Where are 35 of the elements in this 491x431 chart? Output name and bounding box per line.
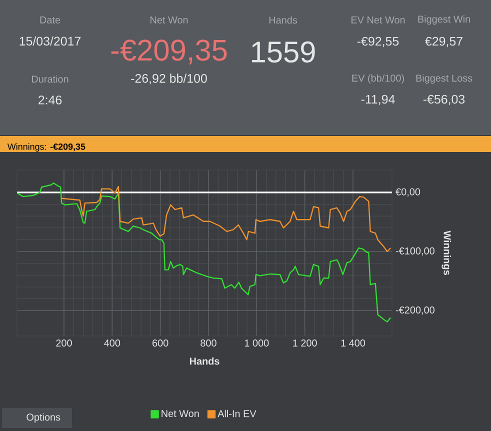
text: EV Net Won	[352, 16, 405, 24]
legend-label: All-In EV	[218, 410, 256, 418]
text: Biggest Win	[418, 15, 470, 25]
chart-title: Winnings: -€209,35	[7, 143, 86, 152]
text: €29,57	[425, 36, 462, 48]
x-tick-label: 600	[152, 340, 168, 347]
text: Hands	[269, 16, 298, 24]
text: 15/03/2017	[20, 36, 81, 46]
text: 1559	[252, 41, 315, 63]
text: -11,94	[361, 94, 395, 106]
text: Date	[40, 16, 60, 24]
text: Biggest Loss	[416, 74, 472, 84]
line-series	[60, 186, 392, 252]
x-tick-label: 200	[56, 340, 72, 347]
x-axis-title: Hands	[190, 357, 220, 365]
text: Duration	[32, 75, 68, 83]
x-tick-label: 1 200	[293, 340, 317, 347]
line-series	[17, 182, 392, 322]
text: Options	[26, 413, 60, 423]
x-tick-label: 1 000	[244, 340, 269, 347]
text: -€56,03	[423, 94, 465, 106]
y-tick-label: -€200,00	[396, 306, 434, 315]
y-tick-label: -€100,00	[396, 247, 434, 256]
x-tick-label: 1 400	[341, 340, 366, 347]
text: EV (bb/100)	[352, 74, 404, 84]
text: Net Won	[150, 16, 188, 24]
text: -€92,55	[357, 36, 399, 48]
x-tick-label: 800	[200, 340, 216, 347]
y-axis-title: Winnings	[442, 230, 452, 275]
y-tick-label: €0,00	[396, 188, 420, 197]
text: -26,92 bb/100	[131, 74, 207, 84]
x-tick-label: 400	[104, 340, 120, 347]
text: -€209,35	[111, 40, 227, 64]
legend-label: Net Won	[162, 410, 199, 418]
text: 2:46	[38, 96, 62, 104]
